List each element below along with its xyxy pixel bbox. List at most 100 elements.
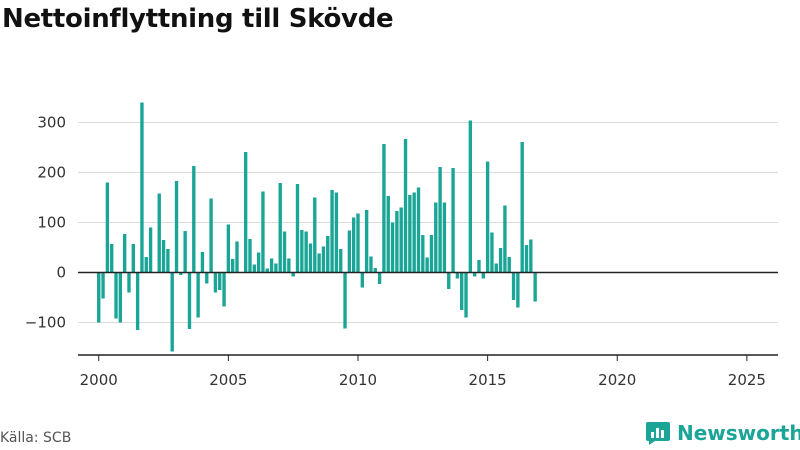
bar — [192, 166, 196, 273]
bar — [252, 264, 256, 273]
bar — [304, 231, 308, 273]
bar — [97, 272, 101, 323]
bar — [507, 257, 511, 273]
bar — [205, 272, 209, 284]
x-tick-label: 2010 — [339, 371, 377, 389]
bar — [339, 249, 343, 273]
y-tick-label: 0 — [56, 264, 66, 282]
brand-logo[interactable]: Newsworthy — [645, 419, 800, 447]
bar — [200, 252, 205, 273]
bar — [412, 192, 416, 273]
bar — [421, 235, 425, 273]
bar — [330, 190, 334, 273]
bar — [308, 243, 313, 273]
bar — [282, 231, 287, 273]
bar — [209, 198, 213, 273]
bar — [248, 239, 252, 273]
chart-title: Nettoinflyttning till Skövde — [2, 4, 394, 34]
x-tick-label: 2015 — [469, 371, 507, 389]
bar — [468, 120, 473, 273]
bar — [243, 152, 248, 273]
bars — [97, 102, 537, 352]
bar — [485, 161, 490, 273]
x-tick-label: 2020 — [598, 371, 636, 389]
bar — [148, 227, 153, 273]
bar — [408, 195, 412, 273]
bar — [170, 272, 174, 352]
bar — [135, 272, 140, 330]
bar — [110, 244, 114, 273]
bar — [166, 249, 170, 273]
bar — [516, 272, 520, 308]
bar — [105, 182, 110, 273]
bar — [291, 272, 295, 277]
bar — [183, 231, 187, 273]
bar — [157, 193, 161, 273]
newsworthy-logo-icon — [646, 422, 670, 445]
bar — [261, 191, 265, 273]
bar — [494, 263, 498, 273]
bar — [101, 272, 105, 299]
bar — [122, 234, 127, 273]
bar — [455, 272, 460, 279]
bar — [218, 272, 222, 290]
bar — [369, 256, 373, 273]
x-tick-label: 2005 — [209, 371, 247, 389]
bar — [256, 252, 261, 273]
bar — [144, 257, 148, 273]
y-tick-label: 100 — [37, 214, 66, 232]
bar — [438, 167, 442, 273]
bar — [529, 239, 533, 273]
bar — [343, 272, 347, 329]
source-note: Källa: SCB — [0, 430, 72, 446]
bar — [140, 102, 144, 273]
bar — [174, 181, 179, 273]
bar — [373, 268, 377, 273]
bar — [274, 263, 278, 273]
bar — [399, 207, 403, 273]
bar — [269, 258, 274, 273]
bar — [118, 272, 123, 323]
bar — [511, 272, 516, 300]
bar — [520, 142, 524, 273]
bar — [295, 184, 300, 273]
bar — [524, 245, 529, 273]
bar — [222, 272, 226, 307]
bar — [317, 253, 321, 273]
bar — [390, 222, 395, 273]
y-tick-label: 300 — [37, 114, 66, 132]
bar — [326, 236, 330, 273]
y-tick-label: −100 — [25, 314, 66, 332]
bar — [403, 139, 408, 273]
bar — [377, 272, 382, 284]
bar — [360, 272, 365, 288]
bar — [235, 241, 239, 273]
bar — [395, 211, 399, 273]
bar — [226, 224, 231, 273]
bar — [416, 187, 421, 273]
bar — [434, 202, 438, 273]
bar — [351, 217, 356, 273]
bar — [382, 144, 386, 273]
bar — [196, 272, 200, 318]
bar — [451, 168, 455, 273]
bar — [187, 272, 192, 329]
bar — [533, 272, 537, 302]
bar — [464, 272, 468, 318]
bar — [503, 205, 507, 273]
bar — [300, 230, 304, 273]
y-axis-tick-labels: −100 0 100 200 300 — [25, 114, 66, 332]
bar — [425, 257, 429, 273]
bar — [447, 272, 451, 289]
bar — [213, 272, 218, 293]
bar — [131, 244, 135, 273]
brand-name: Newsworthy — [677, 421, 800, 445]
bar — [490, 232, 494, 273]
bar — [477, 260, 481, 273]
bar — [179, 272, 183, 275]
x-axis: 2000 2005 2010 2015 2020 2025 — [78, 354, 778, 389]
bar — [231, 259, 235, 273]
x-tick-label: 2025 — [728, 371, 766, 389]
bar — [347, 230, 352, 273]
